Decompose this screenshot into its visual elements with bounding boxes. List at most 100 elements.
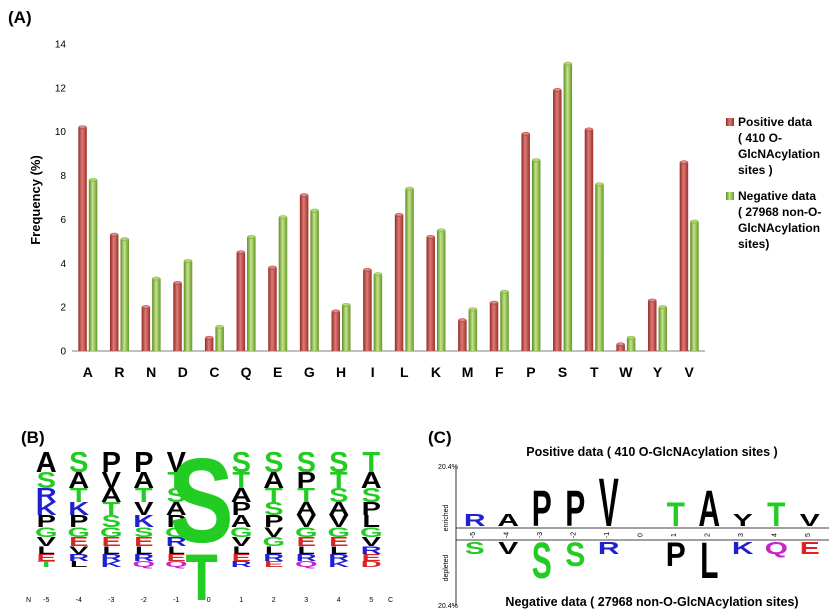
logo-c-enriched-letter-R: R <box>464 511 486 530</box>
logo-c-x-tick: -2 <box>570 532 577 538</box>
y-tick-label: 6 <box>60 215 66 226</box>
positive-bar-T <box>584 127 594 351</box>
logo-b-letter: L <box>102 544 120 557</box>
legend-label-line: ( 410 O- <box>738 131 782 145</box>
legend-entry-negative: Negative data ( 27968 non-O- GlcNAcylation… <box>726 189 821 251</box>
logo-b-letter: V <box>167 452 186 479</box>
logo-c-depleted-letter-S: S <box>532 532 552 589</box>
logo-b-letter: A <box>36 452 57 479</box>
logo-b-letter: S <box>264 452 283 479</box>
logo-b-letter: S <box>232 452 251 479</box>
logo-c-x-tick: -4 <box>503 532 510 538</box>
logo-b-letter: R <box>231 559 252 569</box>
logo-b-n-terminus: N <box>26 597 31 604</box>
positive-bar-A <box>78 125 87 351</box>
logo-b-letter: S <box>167 484 186 506</box>
legend-label-line: sites) <box>738 237 769 251</box>
positive-bar-I <box>363 267 372 351</box>
category-label-M: M <box>462 364 474 380</box>
positive-bar-G <box>299 193 309 351</box>
logo-b-letter: E <box>232 552 251 564</box>
logo-b-letter: G <box>35 524 58 540</box>
logo-c-title-top: Positive data ( 410 O-GlcNAcylation site… <box>526 445 777 459</box>
category-label-H: H <box>336 364 346 380</box>
category-label-T: T <box>590 364 599 380</box>
logo-b-letter: R <box>68 552 89 564</box>
logo-b-letter: S <box>37 467 56 493</box>
logo-b-letter: D <box>361 559 382 569</box>
logo-b-letter: L <box>135 544 153 557</box>
logo-b-letter: T <box>70 484 88 506</box>
logo-b-letter: E <box>329 535 348 549</box>
panel-c-label: (C) <box>428 428 452 447</box>
logo-b-letter: G <box>262 535 285 549</box>
logo-b-letter: L <box>167 544 185 557</box>
logo-b-letter: Q <box>165 559 188 569</box>
logo-c-depleted-letter-S: S <box>465 539 485 558</box>
logo-b-letter: E <box>37 552 56 564</box>
logo-b-letter: S <box>329 452 348 479</box>
logo-b-x-tick: -4 <box>76 597 82 604</box>
logo-b-letter: R <box>133 552 154 564</box>
logo-b-letter: T <box>135 484 153 506</box>
logo-b-x-tick: 0 <box>207 597 211 604</box>
positive-bar-K <box>426 234 435 351</box>
category-label-Y: Y <box>653 364 663 380</box>
logo-b-letter: G <box>295 524 318 540</box>
logo-b-letter: A <box>133 467 154 493</box>
legend-entry-positive: Positive data ( 410 O- GlcNAcylation sites … <box>726 115 820 177</box>
logo-b-letter: P <box>134 452 153 479</box>
category-label-P: P <box>526 364 535 380</box>
logo-b-letter: V <box>264 524 284 540</box>
negative-bar-V <box>690 219 699 351</box>
logo-b-letter: Q <box>132 559 155 569</box>
panel-b-label: (B) <box>21 428 45 447</box>
logo-c-depleted-letter-V: V <box>498 539 519 558</box>
logo-b-letter: G <box>230 524 253 540</box>
positive-bar-R <box>109 232 119 351</box>
negative-bar-S <box>563 61 573 351</box>
logo-b-letter: K <box>133 512 154 531</box>
logo-c-y-bottom: 20.4% <box>438 603 458 610</box>
logo-b-letter: V <box>102 467 122 493</box>
two-sample-logo-c: Positive data ( 410 O-GlcNAcylation site… <box>438 445 829 610</box>
positive-bar-N <box>141 305 151 351</box>
sequence-logo-b: ASRKPGVLETSATKPGEVRLPVATSGELRKPATVKSELRQ… <box>26 452 393 604</box>
negative-bar-P <box>531 158 541 351</box>
logo-b-letter: R <box>36 484 57 506</box>
logo-b-letter: P <box>264 512 283 531</box>
logo-b-letter: E <box>167 552 186 564</box>
category-label-K: K <box>431 364 441 380</box>
y-tick-label: 10 <box>55 127 67 138</box>
logo-b-letter: K <box>68 499 89 520</box>
logo-b-letter: A <box>166 499 187 520</box>
positive-bar-P <box>521 131 530 351</box>
positive-bar-Q <box>236 250 246 351</box>
logo-b-letter: T <box>330 467 348 493</box>
logo-b-letter: T <box>37 559 55 569</box>
logo-b-letter: V <box>232 535 251 549</box>
category-label-R: R <box>114 364 124 380</box>
logo-c-x-tick: 3 <box>738 533 745 537</box>
negative-bar-R <box>120 237 129 351</box>
negative-bar-D <box>183 259 193 351</box>
logo-b-letter: L <box>232 544 250 557</box>
y-tick-label: 4 <box>60 259 66 270</box>
logo-b-letter: A <box>68 467 89 493</box>
logo-b-x-tick: 3 <box>304 597 308 604</box>
category-label-L: L <box>400 364 409 380</box>
negative-bar-N <box>152 276 161 351</box>
logo-b-letter: A <box>296 499 317 520</box>
legend-swatch <box>726 192 734 200</box>
logo-b-letter: T <box>297 484 315 506</box>
logo-b-letter: P <box>37 512 56 531</box>
logo-b-letter: V <box>297 512 316 531</box>
y-tick-label: 2 <box>60 303 66 314</box>
category-label-I: I <box>371 364 375 380</box>
